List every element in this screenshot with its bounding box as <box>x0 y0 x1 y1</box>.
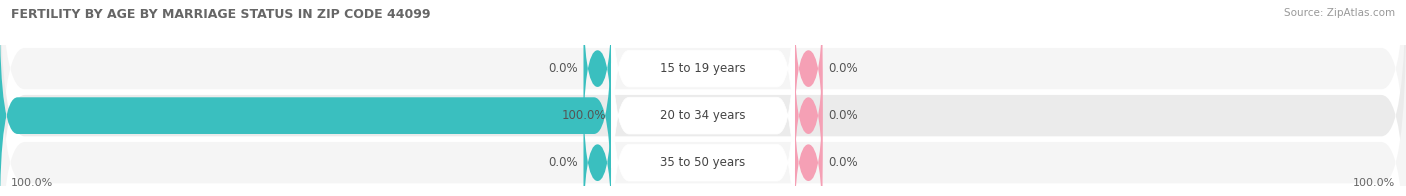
Text: FERTILITY BY AGE BY MARRIAGE STATUS IN ZIP CODE 44099: FERTILITY BY AGE BY MARRIAGE STATUS IN Z… <box>11 8 430 21</box>
Text: 100.0%: 100.0% <box>1353 178 1395 188</box>
FancyBboxPatch shape <box>794 87 823 196</box>
FancyBboxPatch shape <box>0 19 1406 196</box>
FancyBboxPatch shape <box>583 87 612 196</box>
FancyBboxPatch shape <box>612 0 794 168</box>
FancyBboxPatch shape <box>0 16 612 196</box>
Text: Source: ZipAtlas.com: Source: ZipAtlas.com <box>1284 8 1395 18</box>
Text: 20 to 34 years: 20 to 34 years <box>661 109 745 122</box>
FancyBboxPatch shape <box>794 0 823 144</box>
Text: 100.0%: 100.0% <box>561 109 606 122</box>
FancyBboxPatch shape <box>612 64 794 196</box>
Text: 0.0%: 0.0% <box>828 62 858 75</box>
Text: 0.0%: 0.0% <box>828 156 858 169</box>
FancyBboxPatch shape <box>612 16 794 196</box>
Text: 0.0%: 0.0% <box>548 156 578 169</box>
FancyBboxPatch shape <box>794 40 823 191</box>
Text: 100.0%: 100.0% <box>11 178 53 188</box>
FancyBboxPatch shape <box>583 0 612 144</box>
Text: 15 to 19 years: 15 to 19 years <box>661 62 745 75</box>
Text: 0.0%: 0.0% <box>828 109 858 122</box>
Text: 35 to 50 years: 35 to 50 years <box>661 156 745 169</box>
Text: 0.0%: 0.0% <box>548 62 578 75</box>
